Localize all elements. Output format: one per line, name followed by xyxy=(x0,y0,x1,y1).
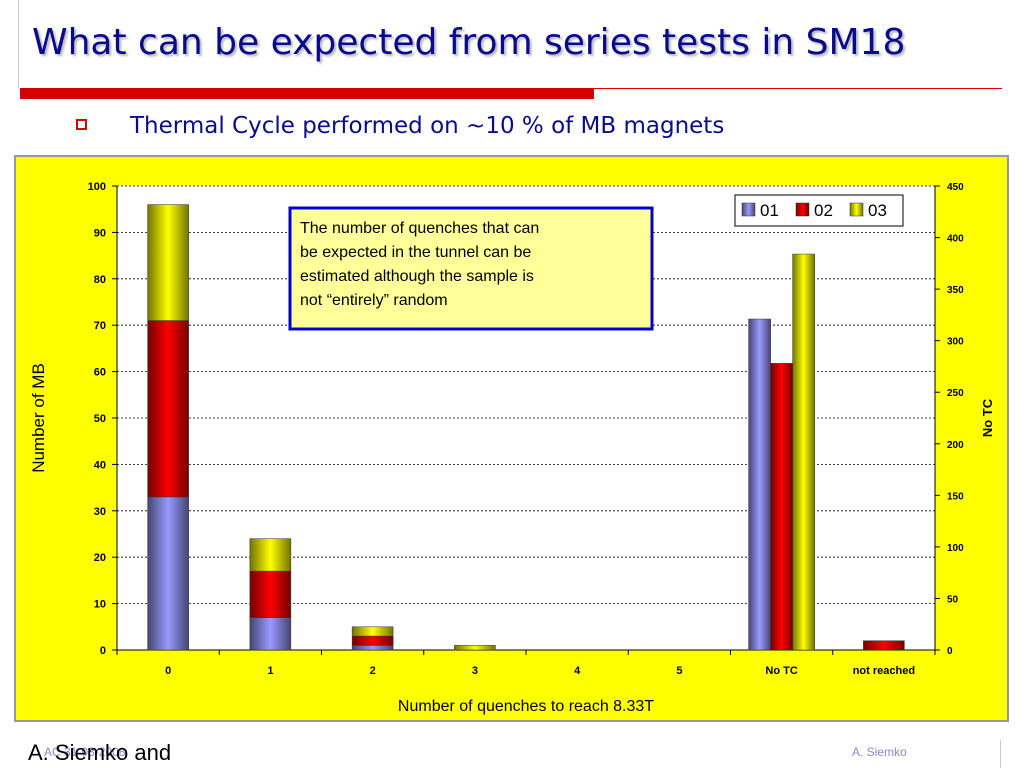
footer-date: AC 31-03-2008 xyxy=(44,745,126,759)
title-underline-thin xyxy=(594,88,1002,89)
y-tick-label: 60 xyxy=(94,367,106,379)
y-tick-label: 30 xyxy=(94,506,106,518)
y-tick-label: 50 xyxy=(94,413,106,425)
y2-tick-label: 50 xyxy=(947,594,959,605)
y-tick-label: 20 xyxy=(94,552,106,564)
legend: 01 02 03 xyxy=(734,194,904,227)
bar-series-03 xyxy=(249,538,292,572)
x-tick-label: 0 xyxy=(165,665,171,677)
footer-right: A. Siemko xyxy=(852,745,907,759)
y2-tick-label: 150 xyxy=(947,491,964,502)
y-tick-label: 90 xyxy=(94,227,106,239)
left-rule xyxy=(18,0,19,88)
legend-swatch-02 xyxy=(795,202,810,217)
x-axis-title: Number of quenches to reach 8.33T xyxy=(398,698,654,715)
x-tick-label: 5 xyxy=(676,665,682,677)
annotation-line: estimated although the sample is xyxy=(300,268,534,285)
y-tick-label: 80 xyxy=(94,274,106,286)
x-tick-label: not reached xyxy=(853,665,915,677)
bar-series-03 xyxy=(147,204,189,321)
bar-notc-01 xyxy=(748,318,771,651)
footer-rule xyxy=(1000,740,1001,768)
x-tick-label: 1 xyxy=(267,665,273,677)
bar-series-01 xyxy=(249,617,292,651)
annotation-box xyxy=(288,206,654,331)
slide-title: What can be expected from series tests i… xyxy=(32,22,906,63)
y2-tick-label: 250 xyxy=(947,388,964,399)
y2-tick-label: 200 xyxy=(947,440,964,451)
legend-box xyxy=(734,194,904,227)
bar-series-02 xyxy=(863,640,905,651)
annotation-line: be expected in the tunnel can be xyxy=(300,244,531,261)
y-axis-title: Number of MB xyxy=(29,363,48,473)
annotation-line: The number of quenches that can xyxy=(300,220,539,237)
y2-tick-label: 450 xyxy=(947,182,964,193)
bar-series-03 xyxy=(351,626,394,637)
legend-swatch-03 xyxy=(849,202,864,217)
chart-frame: 0 10 20 30 40 50 60 70 80 90 100 0 50 100 150 200 250 300… xyxy=(14,155,1009,722)
y2-tick-label: 350 xyxy=(947,285,964,296)
x-tick-label: 3 xyxy=(472,665,478,677)
y2-tick-label: 400 xyxy=(947,234,964,245)
bar-notc-03 xyxy=(792,253,815,651)
y-tick-label: 100 xyxy=(88,181,106,193)
footer-author: A. Siemko and xyxy=(28,740,172,765)
x-tick-label: No TC xyxy=(765,665,797,677)
chart: 0102030405060708090100050100150200250300… xyxy=(29,181,995,715)
bar-series-02 xyxy=(351,635,394,646)
bar-notc-02 xyxy=(770,363,793,651)
bar-series-02 xyxy=(249,570,292,618)
x-tick-label: 2 xyxy=(370,665,376,677)
y2-tick-label: 100 xyxy=(947,543,964,554)
bullet-text: Thermal Cycle performed on ~10 % of MB m… xyxy=(130,113,725,139)
y-tick-label: 10 xyxy=(94,599,106,611)
annotation-line: not “entirely” random xyxy=(300,292,448,309)
title-underline-red xyxy=(20,88,594,99)
bar-series-01 xyxy=(351,645,394,651)
legend-label-03: 03 xyxy=(868,201,887,220)
y-tick-label: 40 xyxy=(94,459,106,471)
y2-tick-label: 300 xyxy=(947,337,964,348)
annotation: The number of quenches that can be expect… xyxy=(288,206,654,331)
bar-series-02 xyxy=(147,320,189,498)
y-tick-label: 0 xyxy=(100,645,106,657)
y-tick-label: 70 xyxy=(94,320,106,332)
y2-axis-title: No TC xyxy=(980,398,995,437)
x-tick-label: 4 xyxy=(574,665,581,677)
bar-series-01 xyxy=(147,496,189,651)
bullet-square-icon xyxy=(76,119,87,130)
legend-label-01: 01 xyxy=(760,201,779,220)
legend-swatch-01 xyxy=(741,202,756,217)
bar-series-03 xyxy=(454,645,496,651)
legend-label-02: 02 xyxy=(814,201,833,220)
y2-tick-label: 0 xyxy=(947,646,953,657)
